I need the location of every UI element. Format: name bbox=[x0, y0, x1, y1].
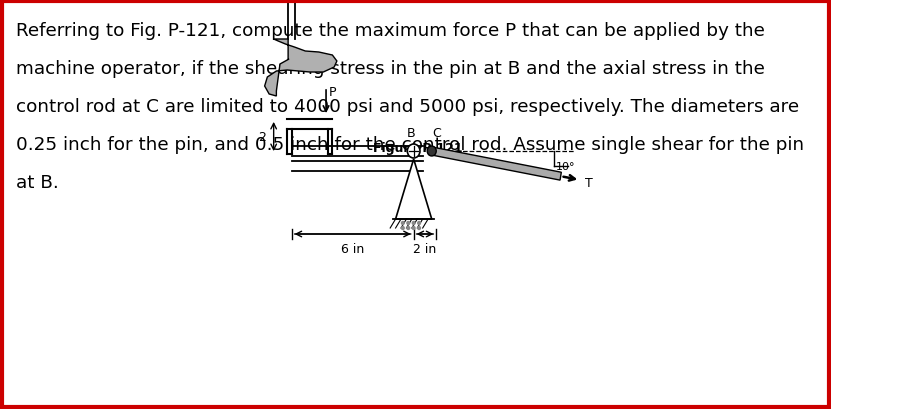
Circle shape bbox=[407, 145, 419, 159]
Circle shape bbox=[426, 147, 436, 157]
Text: at B.: at B. bbox=[17, 173, 59, 191]
Circle shape bbox=[412, 227, 414, 230]
Text: 2 in: 2 in bbox=[413, 243, 437, 255]
Circle shape bbox=[406, 227, 409, 230]
Text: 2: 2 bbox=[258, 131, 267, 144]
Circle shape bbox=[406, 222, 409, 225]
Polygon shape bbox=[265, 40, 336, 97]
Text: B: B bbox=[406, 127, 414, 139]
Text: C: C bbox=[431, 127, 440, 139]
Polygon shape bbox=[395, 160, 431, 220]
Polygon shape bbox=[431, 148, 561, 181]
Text: 10°: 10° bbox=[556, 162, 575, 172]
Circle shape bbox=[412, 222, 414, 225]
Text: P: P bbox=[328, 86, 335, 99]
Circle shape bbox=[401, 222, 403, 225]
Circle shape bbox=[417, 227, 420, 230]
Text: T: T bbox=[584, 177, 592, 190]
Text: Figure P-121: Figure P-121 bbox=[372, 142, 462, 155]
Text: 0.25 inch for the pin, and 0.5 inch for the control rod. Assume single shear for: 0.25 inch for the pin, and 0.5 inch for … bbox=[17, 136, 803, 154]
Text: control rod at C are limited to 4000 psi and 5000 psi, respectively. The diamete: control rod at C are limited to 4000 psi… bbox=[17, 98, 799, 116]
Text: Referring to Fig. P-121, compute the maximum force P that can be applied by the: Referring to Fig. P-121, compute the max… bbox=[17, 22, 765, 40]
Text: machine operator, if the shearing stress in the pin at B and the axial stress in: machine operator, if the shearing stress… bbox=[17, 60, 765, 78]
Text: 6 in: 6 in bbox=[341, 243, 364, 255]
Circle shape bbox=[417, 222, 420, 225]
Circle shape bbox=[401, 227, 403, 230]
